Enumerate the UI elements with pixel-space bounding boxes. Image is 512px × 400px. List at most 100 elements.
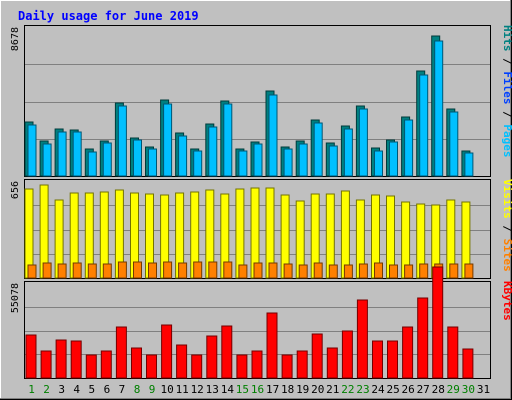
series-legend-part: Files (501, 71, 512, 104)
day-label-5: 5 (88, 383, 95, 396)
bar-files-day-4 (72, 131, 82, 177)
bar-sites-day-8 (133, 261, 142, 279)
bar-files-day-28 (434, 40, 444, 177)
bar-kbytes-day-24 (372, 340, 383, 379)
bar-sites-day-19 (298, 264, 308, 279)
bar-kbytes-day-19 (296, 350, 308, 379)
y-max-label: 8678 (10, 27, 21, 51)
series-legend: KBytes (501, 281, 512, 321)
bar-kbytes-day-22 (341, 330, 353, 379)
bar-kbytes-day-7 (115, 326, 127, 379)
panel-bottom: 55078 KBytes (10, 266, 512, 379)
chart-title: Daily usage for June 2019 (18, 9, 199, 23)
day-label-12: 12 (191, 383, 204, 396)
bar-sites-day-22 (343, 264, 353, 279)
bar-kbytes-day-6 (100, 350, 112, 379)
bar-sites-day-16 (253, 262, 263, 279)
bar-sites-day-13 (208, 261, 218, 279)
panel-top: 8678 Hits / Files / Pages (10, 25, 512, 177)
bar-kbytes-day-18 (281, 354, 293, 379)
bar-sites-day-3 (57, 263, 67, 279)
bar-files-day-29 (449, 111, 459, 177)
day-label-8: 8 (134, 383, 141, 396)
day-label-18: 18 (281, 383, 294, 396)
day-label-24: 24 (371, 383, 385, 396)
bar-sites-day-24 (374, 262, 383, 279)
bar-files-day-27 (419, 74, 429, 177)
bar-files-day-10 (163, 103, 173, 177)
bar-sites-day-15 (238, 264, 248, 279)
bar-sites-day-18 (283, 263, 293, 279)
bar-files-day-24 (374, 150, 383, 177)
day-label-9: 9 (149, 383, 156, 396)
bar-files-day-14 (223, 103, 233, 177)
bar-files-day-19 (298, 143, 308, 177)
bar-sites-day-2 (42, 262, 52, 279)
bar-files-day-7 (117, 105, 127, 177)
day-label-15: 15 (236, 383, 249, 396)
bar-sites-day-5 (87, 263, 97, 279)
bar-sites-day-12 (193, 261, 203, 279)
bar-files-day-1 (27, 124, 37, 177)
bar-sites-day-29 (449, 263, 459, 279)
bar-files-day-21 (328, 145, 338, 177)
bar-files-day-9 (148, 148, 157, 177)
bar-kbytes-day-30 (462, 348, 474, 379)
day-label-4: 4 (73, 383, 80, 396)
bar-kbytes-day-25 (387, 340, 398, 379)
day-label-21: 21 (326, 383, 339, 396)
bar-kbytes-day-26 (402, 326, 414, 379)
bar-sites-day-11 (178, 262, 188, 279)
series-legend-part: / (501, 52, 512, 72)
day-label-17: 17 (266, 383, 279, 396)
bar-files-day-20 (313, 122, 323, 177)
bar-files-day-2 (42, 143, 52, 177)
bar-kbytes-day-23 (356, 299, 368, 379)
day-labels: 1 2 3 4 5 6 7 8 9 10 11 12 13 14 15 16 17 18 19 20 21 22 23 24 2… (28, 383, 490, 396)
y-max-label: 656 (10, 181, 21, 199)
day-label-23: 23 (356, 383, 369, 396)
panels: 8678 Hits / Files / Pages 656 Visits / Site… (10, 25, 512, 379)
series-legend: Visits / Sites (501, 179, 512, 272)
series-legend-part: Hits (501, 25, 512, 52)
bar-files-day-6 (102, 142, 112, 177)
day-label-19: 19 (296, 383, 309, 396)
series-legend-part: Pages (501, 124, 512, 157)
day-label-16: 16 (251, 383, 264, 396)
bar-kbytes-day-11 (176, 344, 188, 379)
bar-kbytes-day-12 (191, 354, 203, 379)
day-label-20: 20 (311, 383, 324, 396)
bar-kbytes-day-2 (40, 350, 52, 379)
day-label-30: 30 (462, 383, 475, 396)
bar-kbytes-day-3 (55, 339, 67, 379)
bar-sites-day-25 (389, 264, 398, 279)
bar-sites-day-1 (27, 264, 37, 279)
day-label-1: 1 (28, 383, 35, 396)
bar-files-day-13 (208, 126, 218, 177)
bar-files-day-16 (253, 143, 263, 177)
bar-sites-day-14 (223, 261, 233, 279)
day-label-25: 25 (386, 383, 399, 396)
day-label-27: 27 (417, 383, 430, 396)
day-label-11: 11 (176, 383, 189, 396)
series-legend-part: Visits (501, 179, 512, 219)
bar-kbytes-day-20 (311, 333, 323, 379)
bar-files-day-11 (178, 135, 188, 177)
series-legend-part: Sites (501, 239, 512, 272)
day-label-13: 13 (206, 383, 219, 396)
bar-kbytes-day-29 (447, 326, 459, 379)
bar-sites-day-26 (404, 264, 414, 279)
bar-sites-day-9 (148, 262, 157, 279)
day-label-31: 31 (477, 383, 490, 396)
bar-kbytes-day-9 (146, 354, 157, 379)
bar-files-day-26 (404, 119, 414, 177)
series-legend-part: KBytes (501, 281, 512, 321)
panel-middle: 656 Visits / Sites (10, 179, 512, 279)
bar-kbytes-day-16 (251, 350, 263, 379)
y-max-label: 55078 (10, 283, 21, 313)
bar-sites-day-20 (313, 262, 323, 279)
day-label-14: 14 (221, 383, 235, 396)
series-legend-part: / (501, 219, 512, 239)
bar-files-day-8 (133, 139, 142, 177)
